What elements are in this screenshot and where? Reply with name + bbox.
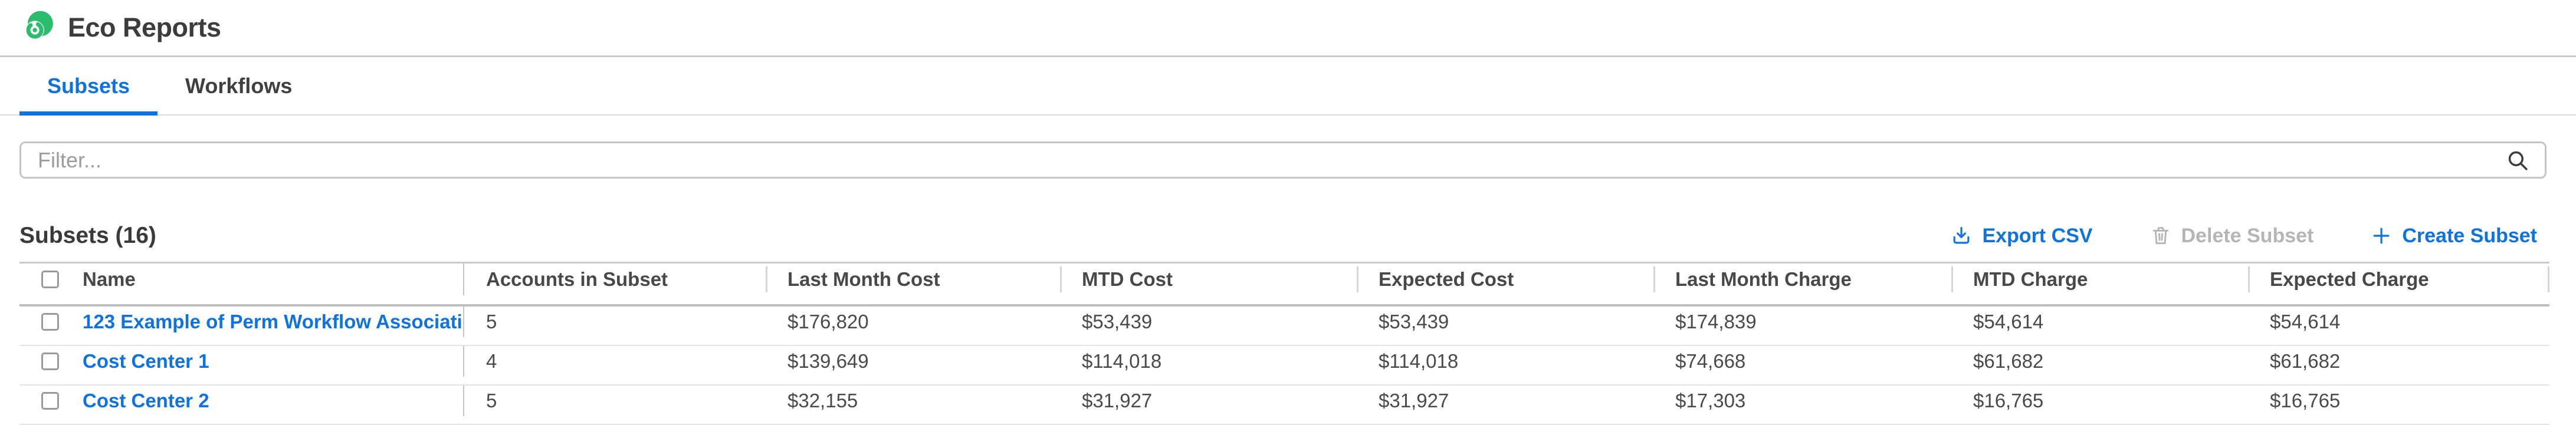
expected-charge-cell: $54,614: [2270, 310, 2341, 332]
subset-name-cell: Cost Center 2: [83, 386, 464, 416]
last-month-charge-cell: $74,668: [1675, 350, 1746, 372]
column-header-name[interactable]: Name: [83, 263, 464, 295]
export-csv-label: Export CSV: [1982, 224, 2093, 247]
page-title: Eco Reports: [68, 12, 221, 42]
accounts-cell: 5: [486, 389, 497, 411]
last-month-charge-cell: $174,839: [1675, 310, 1757, 332]
export-csv-button[interactable]: Export CSV: [1950, 224, 2093, 248]
mtd-cost-cell: $114,018: [1082, 350, 1162, 372]
delete-subset-button[interactable]: Delete Subset: [2150, 225, 2314, 248]
mtd-cost-cell: $53,439: [1082, 310, 1153, 332]
row-checkbox[interactable]: [41, 312, 59, 331]
row-checkbox[interactable]: [41, 352, 59, 370]
expected-cost-cell: $31,927: [1379, 389, 1449, 411]
subset-name-link[interactable]: Cost Center 1: [83, 350, 209, 372]
last-month-cost-cell: $32,155: [787, 389, 858, 411]
search-icon: [2508, 151, 2528, 170]
expected-charge-cell: $16,765: [2270, 389, 2341, 411]
section-title: Subsets (16): [19, 223, 156, 248]
column-header-expected-charge[interactable]: Expected Charge: [2248, 263, 2549, 295]
subset-name-link[interactable]: Cost Center 2: [83, 389, 209, 411]
row-spacer: [19, 416, 83, 424]
tab-subsets[interactable]: Subsets: [19, 57, 158, 116]
column-header-mtd-charge[interactable]: MTD Charge: [1951, 263, 2248, 295]
column-header-expected-cost[interactable]: Expected Cost: [1357, 263, 1653, 295]
accounts-cell: 5: [486, 310, 497, 332]
table-row: 123 Example of Perm Workflow Association…: [19, 307, 2549, 346]
expected-charge-cell: $61,682: [2270, 350, 2341, 372]
select-all-cell: [19, 263, 83, 295]
column-header-accounts-in-subset[interactable]: Accounts in Subset: [486, 268, 668, 290]
create-subset-button[interactable]: Create Subset: [2370, 225, 2537, 248]
app-logo-icon: [25, 11, 53, 39]
column-header-last-month-charge[interactable]: Last Month Charge: [1653, 263, 1951, 295]
section-header: Subsets (16) Export CSV Delete Subset: [19, 223, 2537, 249]
table-row: Cost Center 1 4 $139,649 $114,018 $114,0…: [19, 346, 2549, 386]
column-header-mtd-cost[interactable]: MTD Cost: [1060, 263, 1357, 295]
trash-icon: [2152, 227, 2168, 245]
subsets-table: Name Accounts in Subset Last Month Cost …: [19, 262, 2549, 425]
tab-workflows-label: Workflows: [185, 73, 293, 98]
row-checkbox[interactable]: [41, 391, 59, 410]
row-checkbox-cell: [19, 386, 83, 416]
table-header-row: Name Accounts in Subset Last Month Cost …: [19, 263, 2549, 307]
mtd-charge-cell: $16,765: [1973, 389, 2044, 411]
plus-icon: [2373, 228, 2390, 244]
last-month-cost-cell: $176,820: [787, 310, 869, 332]
expected-cost-cell: $53,439: [1379, 310, 1449, 332]
row-spacer: [19, 377, 83, 385]
app-header: Eco Reports: [0, 0, 2576, 57]
filter-bar: [19, 141, 2547, 179]
subset-name-cell: 123 Example of Perm Workflow Association: [83, 307, 464, 337]
delete-subset-label: Delete Subset: [2181, 224, 2314, 247]
subset-name-link[interactable]: 123 Example of Perm Workflow Association: [83, 310, 464, 332]
create-subset-label: Create Subset: [2402, 224, 2537, 247]
expected-cost-cell: $114,018: [1379, 350, 1459, 372]
column-header-last-month-cost[interactable]: Last Month Cost: [766, 263, 1060, 295]
mtd-charge-cell: $54,614: [1973, 310, 2044, 332]
download-icon: [1953, 226, 1970, 244]
accounts-cell: 4: [486, 350, 497, 372]
tab-subsets-label: Subsets: [47, 73, 130, 98]
tab-bar: Subsets Workflows: [0, 57, 2576, 116]
select-all-checkbox[interactable]: [41, 270, 59, 288]
column-header-spacer: [19, 295, 83, 305]
filter-input[interactable]: [19, 141, 2547, 179]
row-spacer: [19, 337, 83, 345]
mtd-charge-cell: $61,682: [1973, 350, 2044, 372]
last-month-charge-cell: $17,303: [1675, 389, 1746, 411]
row-checkbox-cell: [19, 346, 83, 377]
subset-name-cell: Cost Center 1: [83, 346, 464, 377]
last-month-cost-cell: $139,649: [787, 350, 869, 372]
tab-workflows[interactable]: Workflows: [157, 57, 320, 114]
row-checkbox-cell: [19, 307, 83, 337]
table-actions: Export CSV Delete Subset Create Subset: [1950, 225, 2537, 248]
mtd-cost-cell: $31,927: [1082, 389, 1153, 411]
table-row: Cost Center 2 5 $32,155 $31,927 $31,927 …: [19, 386, 2549, 425]
